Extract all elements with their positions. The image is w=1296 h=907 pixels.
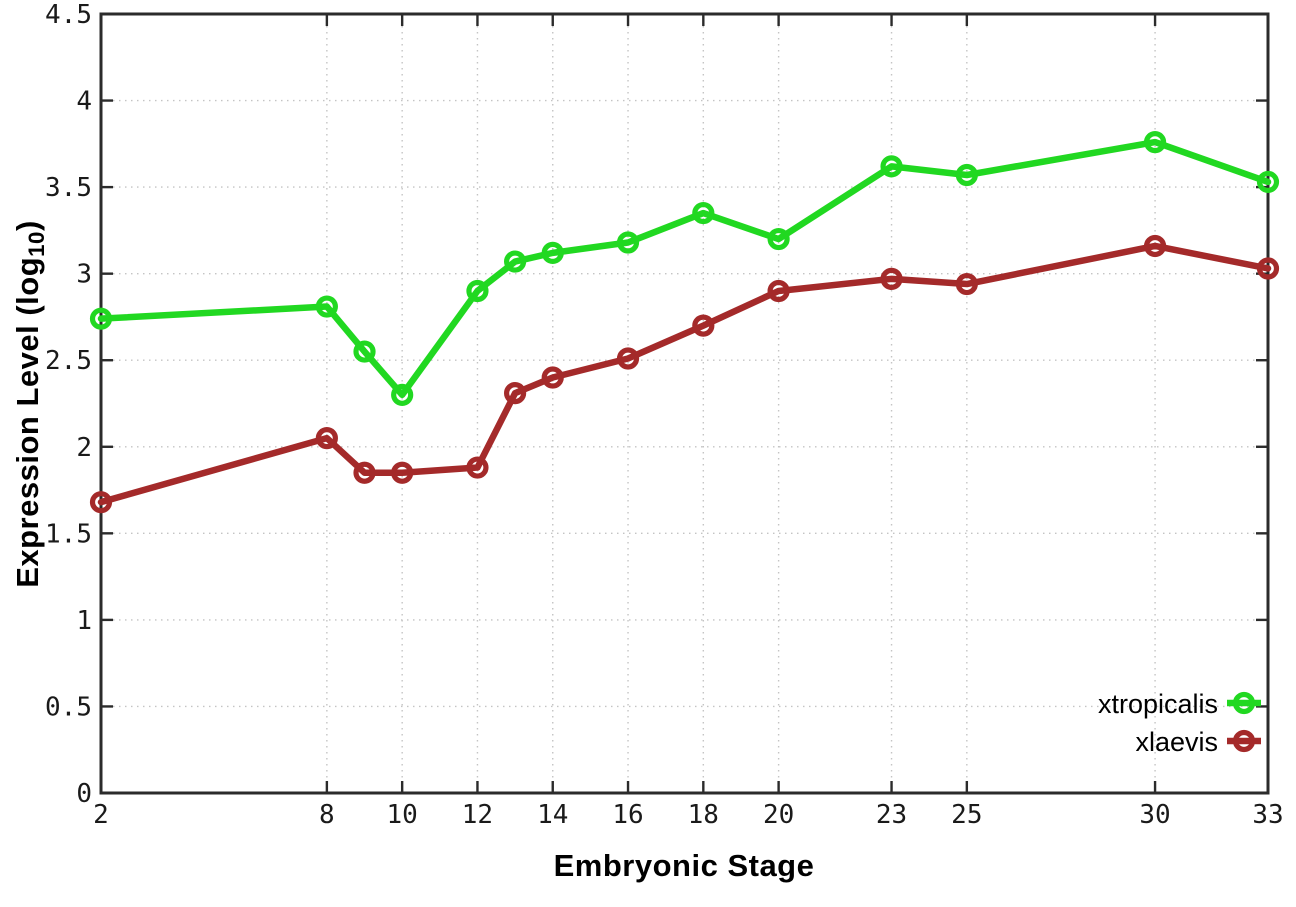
x-tick-label: 14 xyxy=(537,800,568,830)
series-line-xlaevis xyxy=(97,242,1272,506)
plot-border xyxy=(99,12,1270,795)
y-axis-title-close: ) xyxy=(10,220,46,232)
data-point-xlaevis xyxy=(391,461,414,484)
data-point-xtropicalis xyxy=(353,340,376,363)
x-tick-label: 25 xyxy=(951,800,982,830)
x-tick-labels: 2 8 10 12 14 16 18 20 23 25 30 33 xyxy=(93,800,1283,830)
x-axis-title-text: Embryonic Stage xyxy=(553,848,815,883)
x-axis-title: Embryonic Stage xyxy=(554,848,815,884)
series-xlaevis xyxy=(89,234,1280,514)
legend-label-xlaevis: xlaevis xyxy=(1135,727,1218,757)
data-point-xlaevis xyxy=(1143,234,1167,258)
y-axis-title-text: Expression Level (log xyxy=(10,256,46,588)
data-point-xlaevis xyxy=(955,272,978,296)
x-tick-label: 18 xyxy=(688,800,719,830)
data-point-xlaevis xyxy=(503,382,527,405)
data-point-xtropicalis xyxy=(767,227,790,251)
y-tick-labels: 0 0.5 1 1.5 2 2.5 3 3.5 4 4.5 xyxy=(45,0,92,809)
x-tick-label: 12 xyxy=(462,800,493,830)
y-tick-label: 4.5 xyxy=(45,0,92,30)
data-point-xtropicalis xyxy=(955,163,978,187)
data-point-xtropicalis xyxy=(692,201,715,225)
data-point-xtropicalis xyxy=(391,383,414,406)
legend: xtropicalis xlaevis xyxy=(1098,689,1261,757)
legend-marker-sample xyxy=(1232,729,1256,753)
data-point-xtropicalis xyxy=(541,241,564,264)
y-tick-label: 1 xyxy=(76,606,92,636)
data-point-xtropicalis xyxy=(466,279,489,303)
data-point-xtropicalis xyxy=(880,155,903,178)
data-point-xlaevis xyxy=(692,314,715,337)
y-tick-label: 0 xyxy=(76,779,92,809)
y-axis-title-subscript: 10 xyxy=(23,231,49,257)
data-point-xtropicalis xyxy=(1143,131,1167,154)
data-point-xlaevis xyxy=(1256,257,1280,280)
x-tick-label: 8 xyxy=(319,800,335,830)
y-tick-label: 0.5 xyxy=(45,692,92,722)
series-xtropicalis xyxy=(89,131,1280,406)
x-tick-label: 16 xyxy=(612,800,643,830)
y-tick-label: 3.5 xyxy=(45,173,92,203)
legend-item-xtropicalis: xtropicalis xyxy=(1098,689,1261,719)
x-tick-label: 33 xyxy=(1252,800,1283,830)
data-point-xlaevis xyxy=(315,427,338,450)
data-point-xlaevis xyxy=(880,267,903,290)
x-tick-label: 20 xyxy=(763,800,794,830)
legend-label-xtropicalis: xtropicalis xyxy=(1098,689,1218,719)
data-point-xtropicalis xyxy=(1256,170,1280,194)
data-point-xlaevis xyxy=(541,366,564,389)
data-point-xlaevis xyxy=(89,491,113,514)
x-tick-label: 23 xyxy=(876,800,907,830)
x-tick-label: 30 xyxy=(1139,800,1170,830)
y-tick-label: 2 xyxy=(76,433,92,463)
legend-item-xlaevis: xlaevis xyxy=(1135,727,1261,757)
x-tick-label: 2 xyxy=(93,800,109,830)
x-tick-label: 10 xyxy=(387,800,418,830)
data-point-xtropicalis xyxy=(315,295,338,318)
y-tick-label: 3 xyxy=(76,260,92,290)
y-tick-label: 1.5 xyxy=(45,519,92,549)
data-point-xtropicalis xyxy=(89,307,113,330)
data-point-xtropicalis xyxy=(503,250,527,273)
data-point-xlaevis xyxy=(616,347,640,370)
y-tick-label: 2.5 xyxy=(45,346,92,376)
tick-marks xyxy=(99,12,1270,795)
data-point-xtropicalis xyxy=(616,231,640,254)
y-tick-label: 4 xyxy=(76,87,92,117)
series-line-xtropicalis xyxy=(97,138,1272,399)
y-axis-title: Expression Level (log10) xyxy=(10,220,50,588)
data-point-xlaevis xyxy=(466,456,489,479)
data-point-xlaevis xyxy=(353,461,376,484)
data-point-xlaevis xyxy=(767,279,790,303)
legend-marker-sample xyxy=(1232,691,1256,715)
gridlines xyxy=(101,14,1268,793)
